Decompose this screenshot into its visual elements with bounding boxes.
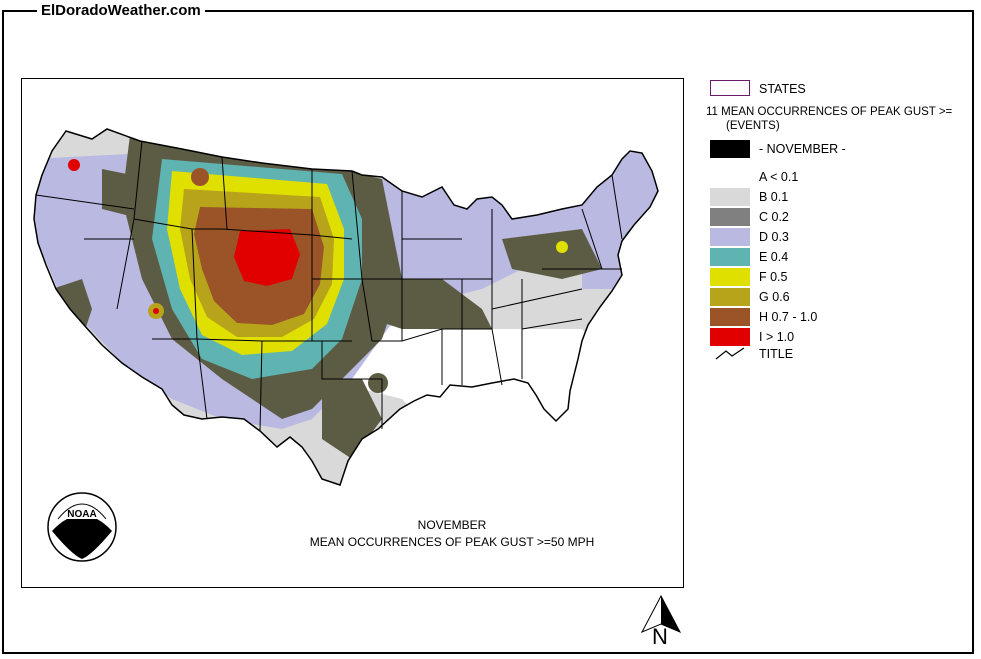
legend-swatch — [710, 168, 750, 186]
legend-swatch — [710, 248, 750, 266]
states-swatch — [710, 80, 750, 96]
map-caption-title: MEAN OCCURRENCES OF PEAK GUST >=50 MPH — [310, 535, 595, 549]
legend-item-label: D 0.3 — [759, 230, 789, 244]
site-title: ElDoradoWeather.com — [37, 2, 205, 19]
legend-swatch — [710, 288, 750, 306]
legend-item-label: I > 1.0 — [759, 330, 795, 344]
state-borders — [33, 128, 659, 486]
north-label: N — [652, 624, 668, 649]
legend-title-line-label: TITLE — [759, 347, 794, 361]
legend-title: 11 MEAN OCCURRENCES OF PEAK GUST >= — [706, 106, 953, 118]
legend-swatch — [710, 328, 750, 346]
map-caption-month: NOVEMBER — [418, 518, 487, 532]
page-frame — [2, 10, 974, 654]
north-arrow-icon — [640, 594, 682, 634]
noaa-logo: NOAA — [47, 492, 117, 562]
legend-month-label: - NOVEMBER - — [759, 142, 846, 156]
legend-swatch — [710, 208, 750, 226]
legend-item-label: A < 0.1 — [759, 170, 799, 184]
gust-zones — [34, 129, 658, 485]
legend-item-label: E 0.4 — [759, 250, 789, 264]
title-line-icon — [715, 347, 745, 360]
legend-swatch — [710, 188, 750, 206]
map-panel: NOAA NOVEMBER MEAN OCCURRENCES OF PEAK G… — [21, 78, 684, 588]
legend-swatch — [710, 308, 750, 326]
legend-item-label: H 0.7 - 1.0 — [759, 310, 818, 324]
legend-item-label: F 0.5 — [759, 270, 788, 284]
month-swatch — [710, 140, 750, 158]
legend-units: (EVENTS) — [726, 120, 780, 132]
legend-swatch — [710, 228, 750, 246]
legend-item-label: C 0.2 — [759, 210, 789, 224]
legend-swatch — [710, 268, 750, 286]
legend-item-label: G 0.6 — [759, 290, 790, 304]
legend-item-label: B 0.1 — [759, 190, 789, 204]
us-gust-map: NOAA NOVEMBER MEAN OCCURRENCES OF PEAK G… — [33, 128, 659, 562]
noaa-logo-text: NOAA — [67, 509, 96, 520]
legend-states-label: STATES — [759, 82, 806, 96]
